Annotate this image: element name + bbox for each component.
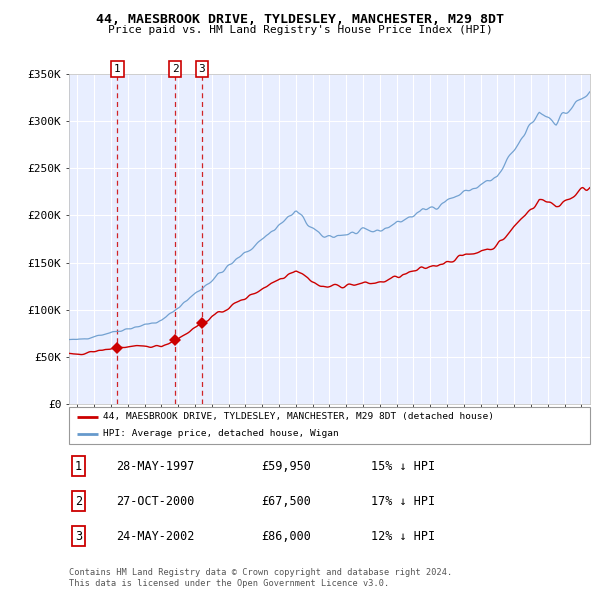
Text: 17% ↓ HPI: 17% ↓ HPI [371, 494, 435, 508]
Text: 44, MAESBROOK DRIVE, TYLDESLEY, MANCHESTER, M29 8DT: 44, MAESBROOK DRIVE, TYLDESLEY, MANCHEST… [96, 13, 504, 26]
Text: This data is licensed under the Open Government Licence v3.0.: This data is licensed under the Open Gov… [69, 579, 389, 588]
Text: £59,950: £59,950 [262, 460, 311, 473]
Text: 3: 3 [75, 530, 82, 543]
Text: 1: 1 [114, 64, 121, 74]
FancyBboxPatch shape [69, 407, 590, 444]
Text: 12% ↓ HPI: 12% ↓ HPI [371, 530, 435, 543]
Text: 27-OCT-2000: 27-OCT-2000 [116, 494, 194, 508]
Text: 2: 2 [75, 494, 82, 508]
Text: 1: 1 [75, 460, 82, 473]
Text: 2: 2 [172, 64, 179, 74]
Text: 44, MAESBROOK DRIVE, TYLDESLEY, MANCHESTER, M29 8DT (detached house): 44, MAESBROOK DRIVE, TYLDESLEY, MANCHEST… [103, 412, 494, 421]
Text: £86,000: £86,000 [262, 530, 311, 543]
Text: 24-MAY-2002: 24-MAY-2002 [116, 530, 194, 543]
Text: HPI: Average price, detached house, Wigan: HPI: Average price, detached house, Wiga… [103, 430, 338, 438]
Text: Price paid vs. HM Land Registry's House Price Index (HPI): Price paid vs. HM Land Registry's House … [107, 25, 493, 35]
Text: 15% ↓ HPI: 15% ↓ HPI [371, 460, 435, 473]
Text: Contains HM Land Registry data © Crown copyright and database right 2024.: Contains HM Land Registry data © Crown c… [69, 568, 452, 576]
Text: 3: 3 [199, 64, 205, 74]
Text: £67,500: £67,500 [262, 494, 311, 508]
Text: 28-MAY-1997: 28-MAY-1997 [116, 460, 194, 473]
